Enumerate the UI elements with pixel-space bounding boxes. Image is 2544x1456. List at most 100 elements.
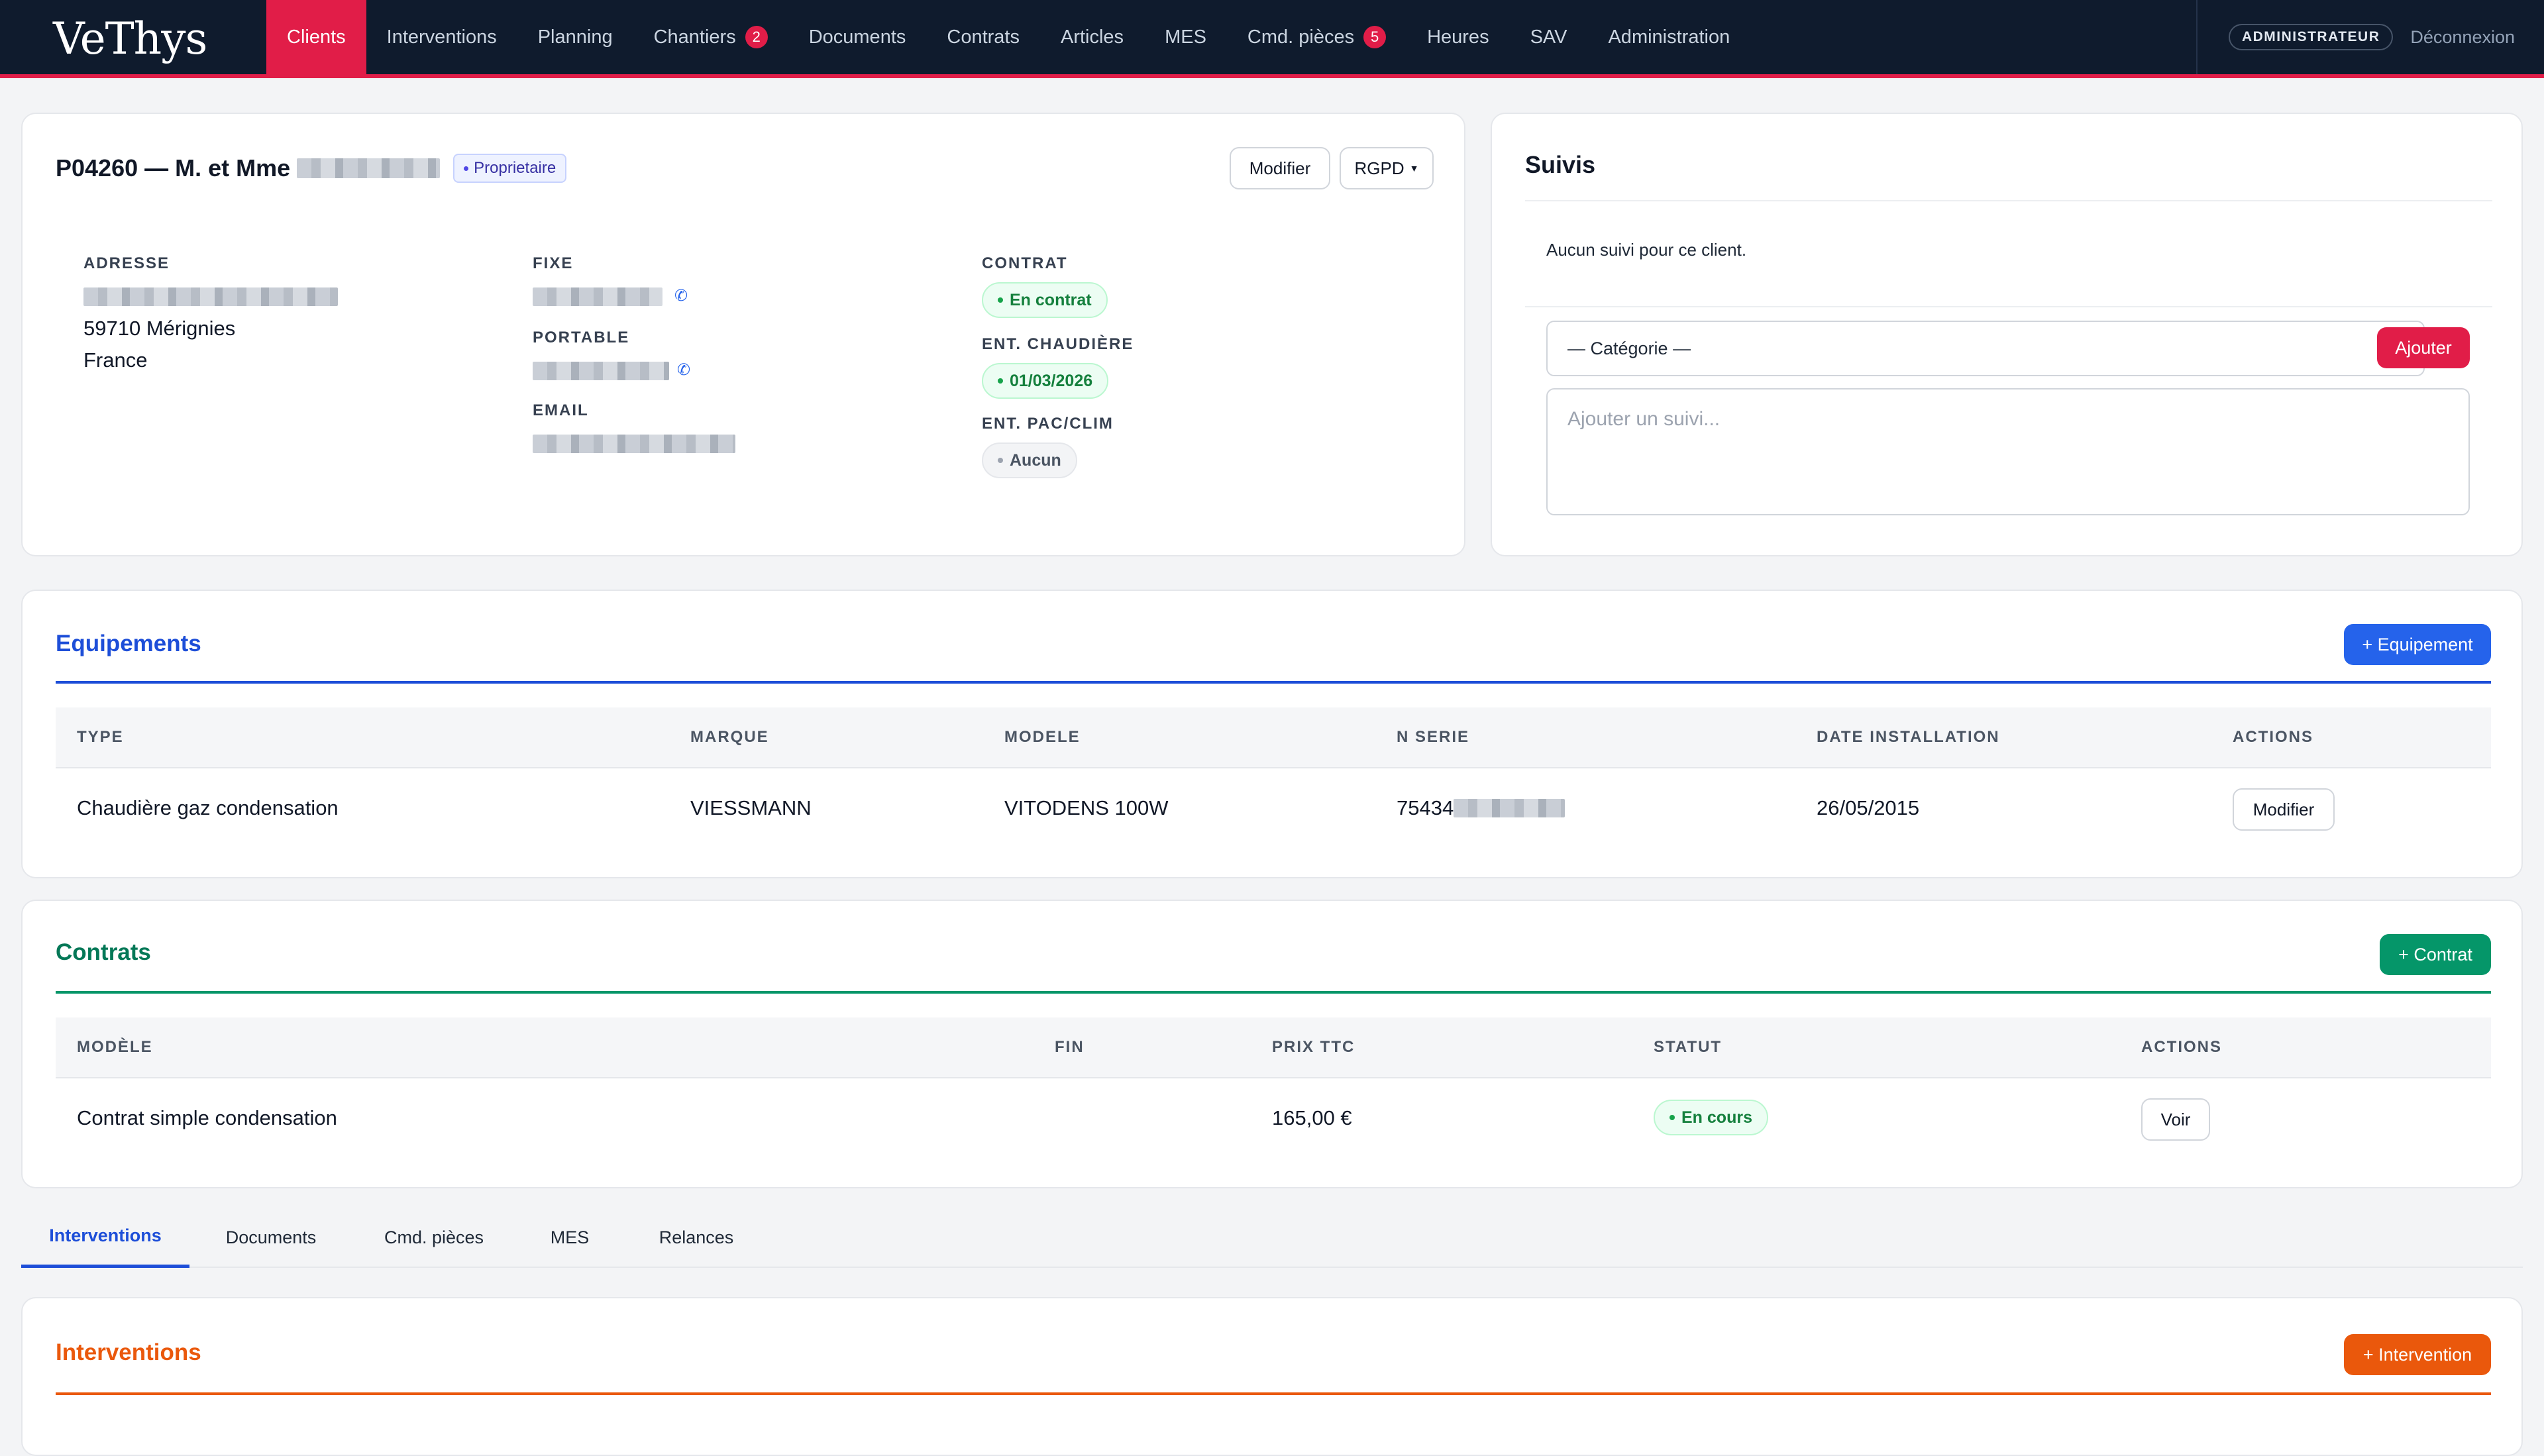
suivis-card: Suivis Aucun suivi pour ce client. — Cat… — [1491, 113, 2523, 556]
phone-icon[interactable]: ✆ — [674, 287, 688, 305]
interventions-card: Interventions + Intervention — [21, 1297, 2523, 1456]
col-header: FIN — [1055, 1038, 1085, 1056]
redacted-portable — [533, 362, 669, 380]
status-dot — [998, 297, 1003, 303]
nav-item-heures[interactable]: Heures — [1406, 0, 1510, 74]
equipements-title: Equipements — [56, 631, 201, 656]
button-label: Modifier — [1249, 158, 1311, 178]
button-label: + Intervention — [2362, 1344, 2472, 1365]
status-dot — [998, 458, 1003, 463]
serie-text: 75434 — [1397, 796, 1454, 819]
suivis-title: Suivis — [1525, 151, 1596, 178]
add-equipement-button[interactable]: + Equipement — [2344, 624, 2491, 665]
col-header: DATE INSTALLATION — [1817, 728, 2000, 746]
interventions-title: Interventions — [56, 1339, 201, 1365]
tab-label: MES — [550, 1227, 590, 1247]
nav-label: Articles — [1060, 26, 1124, 48]
address-city: 59710 Mérignies — [83, 317, 236, 340]
button-label: RGPD — [1354, 158, 1404, 178]
col-header: STATUT — [1654, 1038, 1722, 1056]
email-label: EMAIL — [533, 401, 589, 419]
nav-item-articles[interactable]: Articles — [1040, 0, 1144, 74]
suivis-empty-text: Aucun suivi pour ce client. — [1546, 240, 1747, 260]
button-label: Ajouter — [2395, 337, 2452, 358]
col-header: MARQUE — [690, 728, 769, 746]
count-badge: 5 — [1363, 26, 1387, 48]
pac-label: ENT. PAC/CLIM — [982, 415, 1114, 433]
col-header: ACTIONS — [2141, 1038, 2222, 1056]
nav-label: Contrats — [947, 26, 1020, 48]
rgpd-dropdown-button[interactable]: RGPD ▼ — [1340, 147, 1434, 189]
nav-item-chantiers[interactable]: Chantiers 2 — [633, 0, 788, 74]
category-select[interactable]: — Catégorie — — [1546, 321, 2425, 376]
button-label: Voir — [2160, 1109, 2191, 1129]
nav-item-contrats[interactable]: Contrats — [926, 0, 1040, 74]
status-dot — [998, 378, 1003, 384]
fixe-label: FIXE — [533, 254, 574, 272]
client-title-text: P04260 — M. et Mme — [56, 154, 291, 182]
tab-cmd-pieces[interactable]: Cmd. pièces — [352, 1207, 515, 1268]
caret-down-icon: ▼ — [1409, 163, 1419, 174]
add-suivi-button[interactable]: Ajouter — [2377, 327, 2470, 368]
logout-link[interactable]: Déconnexion — [2410, 26, 2515, 47]
cell-date: 26/05/2015 — [1817, 796, 1920, 819]
col-header: N SERIE — [1397, 728, 1470, 746]
tab-label: Relances — [659, 1227, 734, 1247]
add-intervention-button[interactable]: + Intervention — [2344, 1334, 2491, 1375]
nav-item-clients[interactable]: Clients — [266, 0, 366, 74]
cell-modele: VITODENS 100W — [1004, 796, 1169, 819]
nav-item-documents[interactable]: Documents — [788, 0, 927, 74]
cell-modele: Contrat simple condensation — [77, 1106, 337, 1129]
interventions-rule — [56, 1392, 2491, 1395]
tab-label: Documents — [225, 1227, 317, 1247]
tab-documents[interactable]: Documents — [189, 1207, 352, 1268]
add-contrat-button[interactable]: + Contrat — [2380, 934, 2491, 975]
nav-item-administration[interactable]: Administration — [1587, 0, 1750, 74]
tab-mes[interactable]: MES — [515, 1207, 624, 1268]
tab-interventions[interactable]: Interventions — [21, 1207, 189, 1268]
app-logo[interactable]: VeThys — [53, 13, 207, 64]
boiler-label: ENT. CHAUDIÈRE — [982, 335, 1134, 353]
client-title: P04260 — M. et Mme Proprietaire — [56, 154, 567, 183]
cell-type: Chaudière gaz condensation — [77, 796, 339, 819]
modify-equipement-button[interactable]: Modifier — [2233, 788, 2335, 831]
badge-label: 01/03/2026 — [1010, 371, 1093, 390]
tab-label: Interventions — [49, 1225, 162, 1245]
cell-serie: 75434 — [1397, 796, 1565, 820]
owner-badge: Proprietaire — [453, 154, 567, 183]
nav-label: MES — [1165, 26, 1206, 48]
top-navbar: VeThys Clients Interventions Planning Ch… — [0, 0, 2544, 78]
nav-item-interventions[interactable]: Interventions — [366, 0, 517, 74]
contract-status-badge: En contrat — [982, 282, 1108, 318]
contrats-card: Contrats + Contrat MODÈLE FIN PRIX TTC S… — [21, 900, 2523, 1188]
nav-label: Administration — [1608, 26, 1730, 48]
suivi-textarea[interactable]: Ajouter un suivi... — [1546, 388, 2470, 515]
col-header: MODÈLE — [77, 1038, 153, 1056]
table-row: Contrat simple condensation 165,00 € En … — [56, 1078, 2491, 1158]
col-header: TYPE — [77, 728, 124, 746]
nav-item-planning[interactable]: Planning — [517, 0, 633, 74]
cell-prix: 165,00 € — [1272, 1106, 1352, 1129]
view-contrat-button[interactable]: Voir — [2141, 1098, 2210, 1141]
contrats-rule — [56, 991, 2491, 994]
modify-client-button[interactable]: Modifier — [1230, 147, 1330, 189]
nav-item-mes[interactable]: MES — [1144, 0, 1227, 74]
equipements-card: Equipements + Equipement TYPE MARQUE MOD… — [21, 590, 2523, 878]
owner-badge-label: Proprietaire — [474, 159, 556, 177]
equipements-rule — [56, 681, 2491, 684]
redacted-street — [83, 287, 338, 306]
contrats-title: Contrats — [56, 939, 151, 965]
phone-icon[interactable]: ✆ — [677, 361, 691, 379]
main-nav: Clients Interventions Planning Chantiers… — [266, 0, 1750, 74]
address-label: ADRESSE — [83, 254, 170, 272]
nav-item-sav[interactable]: SAV — [1510, 0, 1588, 74]
nav-label: Documents — [808, 26, 906, 48]
nav-label: Heures — [1427, 26, 1489, 48]
redacted-fixe — [533, 287, 662, 306]
suivis-divider — [1525, 200, 2492, 201]
nav-label: Clients — [287, 26, 346, 48]
tab-relances[interactable]: Relances — [624, 1207, 768, 1268]
nav-item-cmd-pieces[interactable]: Cmd. pièces 5 — [1227, 0, 1406, 74]
badge-label: En cours — [1681, 1108, 1752, 1127]
redacted-email — [533, 435, 735, 453]
